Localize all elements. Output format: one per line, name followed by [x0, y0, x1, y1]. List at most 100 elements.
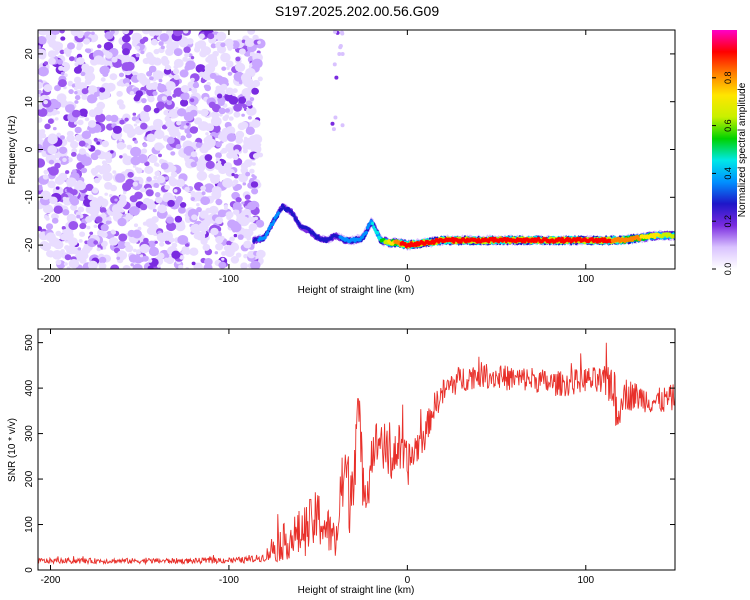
noise-blob [132, 164, 137, 168]
colorbar-label: Normalized spectral amplitude [737, 82, 748, 217]
noise-blob [119, 119, 125, 125]
noise-blob [143, 104, 152, 113]
noise-blob [84, 72, 96, 82]
noise-blob [190, 197, 195, 201]
noise-blob [117, 217, 127, 227]
noise-blob [226, 66, 230, 70]
snr-frame [37, 328, 676, 571]
noise-blob [232, 202, 242, 210]
noise-blob [80, 71, 86, 77]
noise-blob [238, 216, 250, 227]
noise-blob [222, 55, 229, 62]
noise-blob [195, 64, 206, 74]
noise-blob [71, 247, 80, 255]
noise-blob [230, 243, 240, 252]
noise-blob [251, 174, 255, 178]
noise-blob [165, 81, 176, 91]
noise-blob [104, 31, 114, 40]
noise-blob [47, 167, 53, 173]
noise-blob [68, 259, 80, 269]
noise-blob [42, 174, 49, 180]
noise-blob [163, 67, 172, 75]
noise-blob [220, 42, 226, 48]
noise-blob [116, 256, 121, 260]
noise-blob [93, 106, 103, 116]
noise-blob [98, 262, 107, 269]
noise-blob [54, 162, 61, 169]
noise-blob [149, 30, 156, 37]
colorbar-tick-label: 0.8 [723, 72, 733, 85]
noise-blob [101, 212, 106, 216]
noise-blob [102, 171, 113, 182]
noise-blob [218, 99, 225, 106]
noise-blob [156, 175, 166, 184]
noise-blob [205, 160, 215, 169]
noise-blob [111, 230, 117, 235]
noise-blob [224, 108, 230, 113]
noise-blob [154, 240, 158, 244]
noise-blob [191, 261, 196, 266]
noise-blob [233, 103, 243, 112]
noise-blob [103, 151, 113, 161]
noise-blob [251, 162, 256, 166]
noise-blob [241, 113, 245, 117]
noise-blob [73, 86, 78, 91]
noise-blob [109, 73, 118, 81]
noise-blob [87, 238, 98, 248]
noise-blob [198, 71, 205, 78]
noise-blob [74, 91, 78, 95]
noise-blob [168, 108, 180, 119]
noise-blob [48, 57, 56, 65]
noise-blob [91, 187, 99, 194]
noise-blob [130, 263, 134, 267]
noise-blob [79, 222, 87, 230]
noise-blob [45, 223, 54, 230]
y-tick-label: 0 [24, 567, 35, 573]
noise-blob [186, 122, 190, 126]
noise-blob [216, 31, 227, 42]
track-cell [279, 207, 283, 212]
noise-blob [189, 98, 195, 103]
noise-blob [156, 101, 165, 110]
noise-blob [38, 51, 47, 60]
track-cell [313, 233, 317, 237]
x-tick-label: 100 [577, 575, 594, 586]
noise-blob [142, 221, 148, 226]
noise-blob [86, 94, 98, 104]
noise-blob [59, 135, 65, 140]
noise-blob [116, 90, 123, 97]
noise-blob [184, 213, 188, 217]
noise-blob [181, 250, 187, 255]
noise-blob [233, 149, 240, 155]
noise-blob [211, 197, 215, 201]
noise-blob [212, 229, 216, 233]
noise-blob [136, 168, 143, 174]
noise-blob [140, 203, 148, 211]
noise-blob [220, 135, 228, 143]
noise-blob [167, 199, 175, 207]
noise-blob [191, 87, 198, 94]
noise-blob [55, 186, 60, 190]
noise-blob [101, 140, 110, 148]
noise-blob [221, 108, 225, 112]
noise-blob [44, 123, 51, 130]
noise-blob [153, 162, 159, 167]
y-tick-label: 200 [24, 470, 35, 487]
noise-blob [182, 56, 188, 62]
noise-blob [173, 30, 183, 37]
noise-blob [241, 88, 252, 97]
noise-blob [122, 155, 133, 166]
noise-blob [193, 106, 198, 111]
noise-blob [143, 78, 151, 85]
noise-blob [152, 91, 158, 96]
noise-blob [196, 163, 206, 172]
noise-blob [245, 171, 251, 177]
noise-blob [47, 180, 56, 189]
noise-blob [154, 129, 165, 140]
noise-blob [64, 245, 70, 251]
noise-blob [249, 178, 254, 182]
track-cell [271, 222, 275, 226]
noise-blob [161, 145, 165, 149]
snr-x-axis: -200 -100 0 100 [40, 329, 595, 586]
